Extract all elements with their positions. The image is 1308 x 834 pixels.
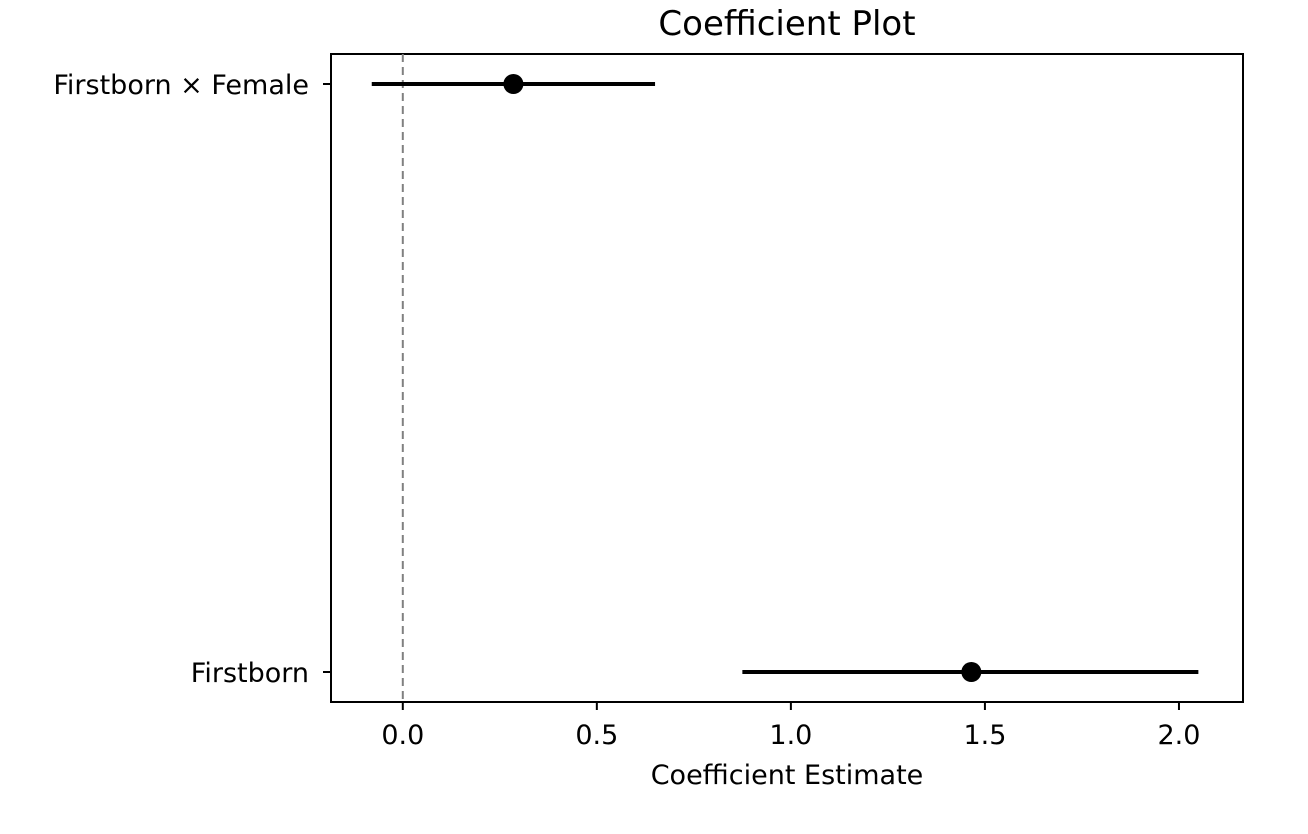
y-tick-label: Firstborn × Female [53, 70, 309, 101]
coefficient-point [503, 74, 524, 94]
x-tick-label: 0.5 [575, 720, 618, 751]
y-tick-label: Firstborn [191, 658, 309, 689]
x-tick-label: 0.0 [381, 720, 424, 751]
x-axis-ticks: 0.0 0.5 1.0 1.5 2.0 [381, 702, 1200, 751]
y-axis-ticks: Firstborn × Female Firstborn [53, 70, 331, 689]
x-tick-label: 2.0 [1157, 720, 1200, 751]
chart-title: Coefficient Plot [658, 4, 915, 44]
x-tick-label: 1.0 [769, 720, 812, 751]
coefficient-marks [371, 74, 1199, 682]
plot-area-frame [330, 53, 1244, 703]
coefficient-point [961, 662, 982, 682]
x-tick-label: 1.5 [963, 720, 1006, 751]
x-axis-label: Coefficient Estimate [651, 760, 924, 791]
